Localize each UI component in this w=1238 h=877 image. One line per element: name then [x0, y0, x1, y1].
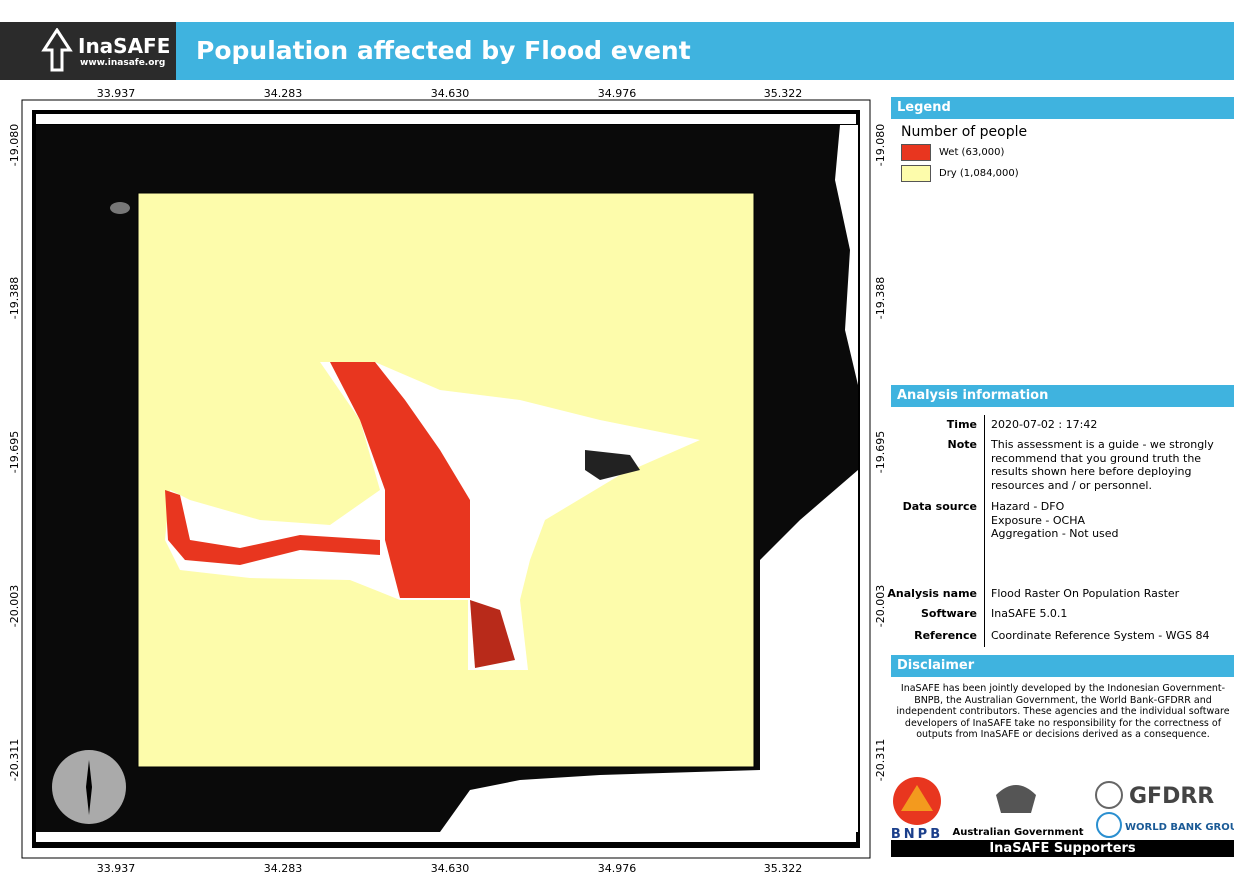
- gfdrr-globe: [1095, 781, 1123, 809]
- wet-area: [165, 490, 380, 565]
- map: 33.937 33.937 34.283 34.283 34.630 34.630 34.9…: [8, 87, 887, 875]
- report-title: Population affected by Flood event: [196, 36, 691, 65]
- worldbank-globe: [1096, 812, 1122, 838]
- water-patch: [585, 450, 640, 480]
- info-line: InaSAFE 5.0.1: [991, 607, 1068, 620]
- frame-strip: [36, 114, 856, 124]
- legend-label: Dry (1,084,000): [939, 168, 1019, 179]
- disclaimer-header: Disclaimer: [891, 655, 1234, 677]
- wet-area: [470, 600, 515, 668]
- y-coord-label: -19.080: [874, 124, 887, 166]
- info-line: Exposure - OCHA: [991, 513, 1086, 527]
- legend-label: Wet (63,000): [939, 147, 1005, 158]
- info-line: Flood Raster On Population Raster: [991, 587, 1180, 600]
- y-coord-label: -20.003: [8, 585, 21, 627]
- analysis-header: Analysis information: [891, 385, 1234, 407]
- info-value: Hazard - DFO Exposure - OCHA Aggregation -…: [991, 500, 1221, 541]
- y-coord-label: -20.003: [874, 585, 887, 627]
- frame-strip: [36, 832, 856, 842]
- y-coord-label: -19.695: [8, 431, 21, 473]
- logo-url: www.inasafe.org: [80, 58, 166, 68]
- sea: [835, 125, 858, 385]
- x-coord-label: 34.283: [264, 862, 303, 875]
- legend-item: Wet (63,000): [901, 142, 1019, 163]
- cloud: [110, 202, 130, 214]
- info-line: This assessment is a guide - we strongly…: [991, 438, 1214, 492]
- legend-subtitle: Number of people: [901, 124, 1028, 140]
- australia-label: Australian Government: [952, 827, 1083, 838]
- x-coord-label: 35.322: [764, 87, 803, 100]
- info-label: Note: [947, 438, 977, 451]
- legend-header: Legend: [891, 97, 1234, 119]
- header-bar: [0, 22, 1234, 80]
- y-coord-label: -19.388: [8, 277, 21, 319]
- logo-icon: [41, 28, 73, 72]
- gfdrr-label: GFDRR: [1129, 784, 1214, 809]
- logo-text: InaSAFE: [78, 34, 171, 58]
- wet-area: [330, 362, 470, 598]
- y-coord-label: -20.311: [874, 739, 887, 781]
- info-label: Analysis name: [887, 587, 977, 600]
- logo-box: [0, 22, 176, 80]
- info-line: Aggregation - Not used: [991, 527, 1119, 540]
- info-label: Time: [946, 418, 977, 431]
- y-coord-label: -20.311: [8, 739, 21, 781]
- bnpb-emblem: [901, 785, 933, 811]
- info-value: 2020-07-02 : 17:42: [991, 418, 1221, 432]
- legend-swatch: [901, 144, 931, 161]
- info-label: Reference: [914, 629, 977, 642]
- info-line: Hazard - DFO: [991, 500, 1065, 513]
- info-line: 2020-07-02 : 17:42: [991, 418, 1098, 431]
- x-coord-label: 34.976: [598, 87, 637, 100]
- x-coord-label: 33.937: [97, 87, 136, 100]
- legend-items: Wet (63,000) Dry (1,084,000): [901, 142, 1019, 184]
- x-coord-label: 34.976: [598, 862, 637, 875]
- info-value: InaSAFE 5.0.1: [991, 607, 1221, 621]
- worldbank-label: WORLD BANK GROUP: [1125, 822, 1234, 833]
- bnpb-label: BNPB: [891, 827, 943, 840]
- y-coord-label: -19.388: [874, 277, 887, 319]
- north-arrow-needle: [86, 760, 92, 815]
- info-label: Software: [921, 607, 977, 620]
- info-label: Data source: [902, 500, 977, 513]
- disclaimer-text: InaSAFE has been jointly developed by th…: [896, 683, 1230, 740]
- y-coord-label: -19.695: [874, 431, 887, 473]
- x-coord-label: 34.630: [431, 862, 470, 875]
- legend-swatch: [901, 165, 931, 182]
- x-coord-label: 33.937: [97, 862, 136, 875]
- info-value: Coordinate Reference System - WGS 84: [991, 629, 1221, 643]
- x-coord-label: 35.322: [764, 862, 803, 875]
- australia-crest: [996, 785, 1036, 813]
- legend-item: Dry (1,084,000): [901, 163, 1019, 184]
- supporters-bar: InaSAFE Supporters: [891, 840, 1234, 857]
- x-coord-label: 34.630: [431, 87, 470, 100]
- sea: [440, 470, 858, 832]
- y-coord-label: -19.080: [8, 124, 21, 166]
- x-coord-label: 34.283: [264, 87, 303, 100]
- separator: [984, 415, 985, 647]
- info-line: Coordinate Reference System - WGS 84: [991, 629, 1210, 642]
- info-value: Flood Raster On Population Raster: [991, 587, 1221, 601]
- info-value: This assessment is a guide - we strongly…: [991, 438, 1221, 492]
- logos: BNPB Australian Government GFDRR WORLD B…: [891, 777, 1234, 840]
